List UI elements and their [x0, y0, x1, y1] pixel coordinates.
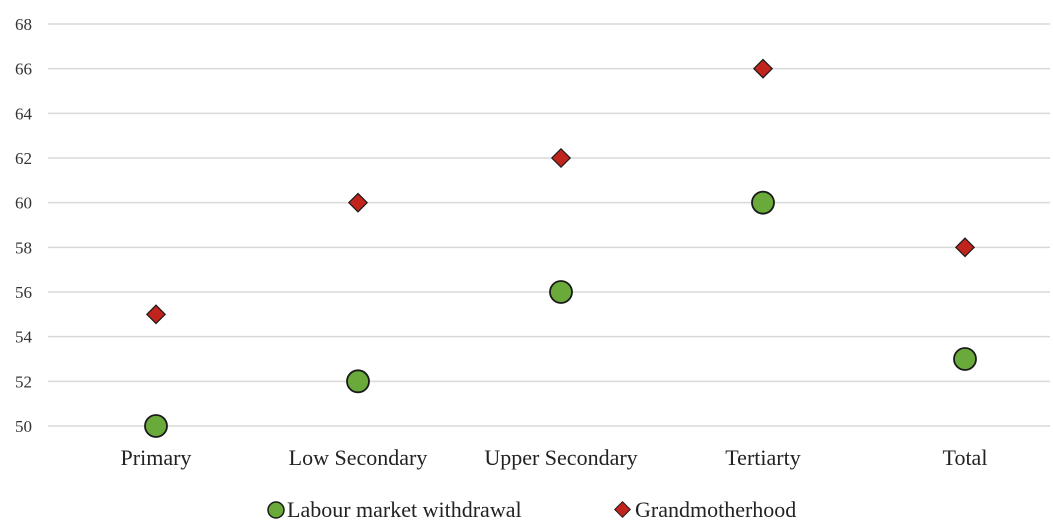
point-grandmotherhood — [954, 237, 976, 258]
x-axis-categories: Primary Low Secondary Upper Secondary Terti… — [121, 445, 988, 470]
y-tick-label: 54 — [15, 328, 33, 347]
legend-label-labour-market-withdrawal: Labour market withdrawal — [287, 497, 522, 522]
y-tick-label: 66 — [15, 60, 32, 79]
x-category-label: Primary — [121, 445, 192, 470]
legend: Labour market withdrawal Grandmotherhood — [267, 497, 796, 522]
x-category-label: Upper Secondary — [484, 445, 637, 470]
y-tick-label: 60 — [15, 194, 32, 213]
y-tick-label: 62 — [15, 149, 32, 168]
x-category-label: Tertiarty — [725, 445, 800, 470]
point-labour-market-withdrawal — [751, 190, 775, 215]
point-grandmotherhood — [145, 304, 167, 325]
legend-label-grandmotherhood: Grandmotherhood — [635, 497, 796, 522]
y-axis-ticks: 50 52 54 56 58 60 62 64 66 68 — [15, 15, 33, 436]
legend-marker-labour-market-withdrawal — [267, 501, 285, 519]
data-points — [144, 58, 977, 438]
point-labour-market-withdrawal — [953, 347, 977, 371]
y-tick-label: 58 — [15, 238, 32, 257]
y-tick-label: 52 — [15, 372, 32, 391]
x-category-label: Total — [943, 445, 988, 470]
x-category-label: Low Secondary — [289, 445, 428, 470]
legend-marker-grandmotherhood — [614, 501, 631, 518]
point-labour-market-withdrawal — [144, 414, 168, 438]
y-tick-label: 56 — [15, 283, 32, 302]
point-grandmotherhood — [347, 192, 369, 213]
gridlines — [48, 23, 1050, 427]
point-labour-market-withdrawal — [346, 369, 370, 394]
y-tick-label: 64 — [15, 104, 33, 123]
y-tick-label: 50 — [15, 417, 32, 436]
point-grandmotherhood — [752, 58, 774, 79]
y-tick-label: 68 — [15, 15, 32, 34]
point-grandmotherhood — [550, 147, 572, 169]
point-labour-market-withdrawal — [549, 280, 573, 304]
